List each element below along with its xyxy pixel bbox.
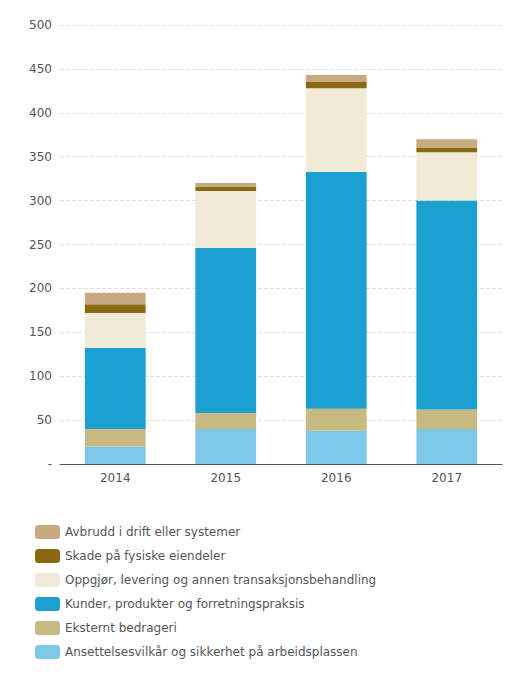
svg-text:150: 150 — [29, 325, 52, 339]
svg-text:Eksternt bedrageri: Eksternt bedrageri — [65, 621, 177, 635]
svg-text:Skade på fysiske eiendeler: Skade på fysiske eiendeler — [65, 549, 225, 563]
svg-text:2017: 2017 — [431, 471, 462, 485]
svg-text:Ansettelsesvilkår og sikkerhet: Ansettelsesvilkår og sikkerhet på arbeid… — [65, 645, 358, 659]
svg-text:2014: 2014 — [100, 471, 131, 485]
svg-text:250: 250 — [29, 238, 52, 252]
svg-text:Oppgjør, levering og annen tra: Oppgjør, levering og annen transaksjonsb… — [65, 573, 376, 587]
svg-text:50: 50 — [37, 413, 52, 427]
svg-text:450: 450 — [29, 62, 52, 76]
svg-text:100: 100 — [29, 369, 52, 383]
svg-text:300: 300 — [29, 194, 52, 208]
svg-text:350: 350 — [29, 150, 52, 164]
svg-text:200: 200 — [29, 281, 52, 295]
svg-text:500: 500 — [29, 18, 52, 32]
svg-text:Kunder, produkter og forretnin: Kunder, produkter og forretningspraksis — [65, 597, 305, 611]
svg-text:Avbrudd i drift eller systemer: Avbrudd i drift eller systemer — [65, 525, 240, 539]
svg-text:2016: 2016 — [321, 471, 352, 485]
svg-text:2015: 2015 — [210, 471, 241, 485]
svg-text:-: - — [48, 457, 52, 471]
svg-text:400: 400 — [29, 106, 52, 120]
